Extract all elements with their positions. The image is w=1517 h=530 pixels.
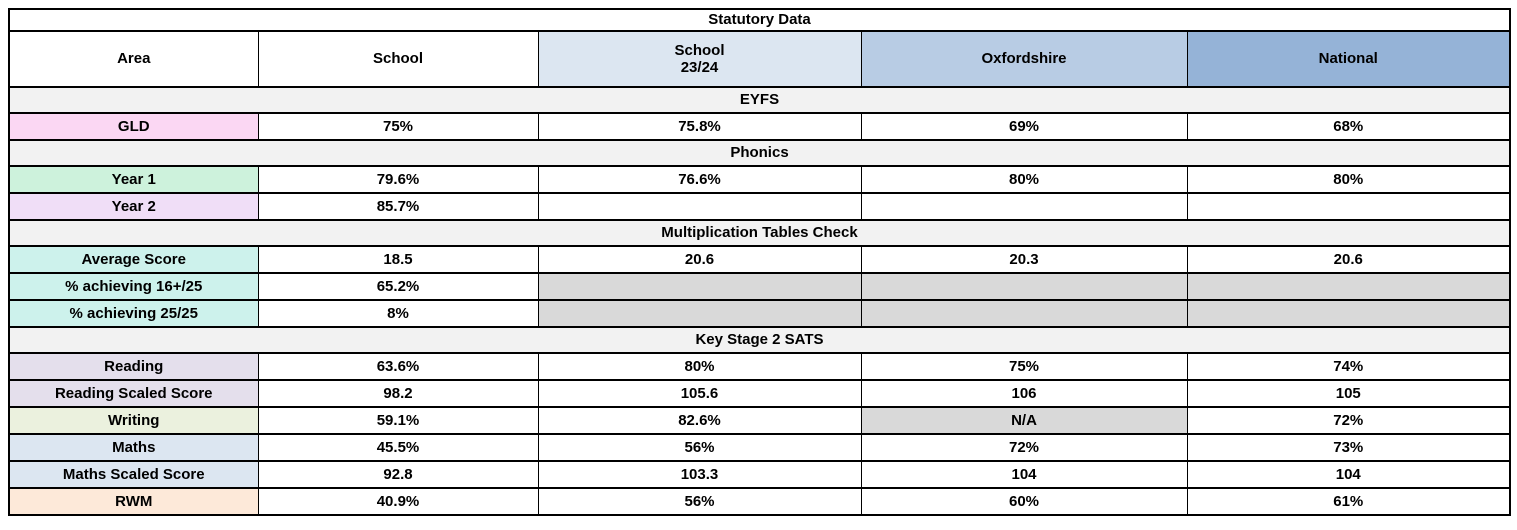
row-label-maths-scaled-score: Maths Scaled Score	[8, 460, 259, 489]
data-cell	[860, 272, 1188, 301]
data-cell: 40.9%	[257, 487, 539, 516]
table-row-achieving-16-25: % achieving 16+/25 65.2%	[8, 272, 1511, 301]
row-label-achieving-25-25: % achieving 25/25	[8, 299, 259, 328]
section-title-eyfs: EYFS	[8, 86, 1511, 114]
column-header-oxfordshire: Oxfordshire	[860, 30, 1188, 88]
row-label-reading: Reading	[8, 352, 259, 381]
statutory-data-table: Statutory Data Area School School 23/24 Oxf…	[8, 8, 1511, 516]
data-cell: 92.8	[257, 460, 539, 489]
column-header-area: Area	[8, 30, 259, 88]
data-cell: 8%	[257, 299, 539, 328]
table-row-year-2: Year 2 85.7%	[8, 192, 1511, 221]
table-row-achieving-25-25: % achieving 25/25 8%	[8, 299, 1511, 328]
row-label-year-2: Year 2	[8, 192, 259, 221]
data-cell: 98.2	[257, 379, 539, 408]
data-cell: 80%	[537, 352, 862, 381]
data-cell: 82.6%	[537, 406, 862, 435]
data-cell: 106	[860, 379, 1188, 408]
row-label-reading-scaled-score: Reading Scaled Score	[8, 379, 259, 408]
data-cell: 75.8%	[537, 112, 862, 141]
data-cell: 56%	[537, 433, 862, 462]
section-title-key-stage-2-sats: Key Stage 2 SATS	[8, 326, 1511, 354]
column-header-school: School	[257, 30, 539, 88]
data-cell	[860, 299, 1188, 328]
data-cell: 61%	[1186, 487, 1511, 516]
section-row-phonics: Phonics	[8, 139, 1511, 167]
data-cell: 104	[860, 460, 1188, 489]
data-cell: 20.6	[1186, 245, 1511, 274]
data-cell	[1186, 299, 1511, 328]
data-cell: 104	[1186, 460, 1511, 489]
data-cell: 79.6%	[257, 165, 539, 194]
data-cell	[1186, 272, 1511, 301]
row-label-achieving-16-25: % achieving 16+/25	[8, 272, 259, 301]
table-title: Statutory Data	[8, 8, 1511, 32]
data-cell: 56%	[537, 487, 862, 516]
data-cell: 103.3	[537, 460, 862, 489]
data-cell: 60%	[860, 487, 1188, 516]
table-row-reading-scaled-score: Reading Scaled Score 98.2 105.6 106 105	[8, 379, 1511, 408]
row-label-writing: Writing	[8, 406, 259, 435]
section-title-phonics: Phonics	[8, 139, 1511, 167]
data-cell: 75%	[860, 352, 1188, 381]
data-cell: 63.6%	[257, 352, 539, 381]
data-cell: 20.3	[860, 245, 1188, 274]
row-label-rwm: RWM	[8, 487, 259, 516]
row-label-year-1: Year 1	[8, 165, 259, 194]
data-cell: 105	[1186, 379, 1511, 408]
section-title-multiplication-tables-check: Multiplication Tables Check	[8, 219, 1511, 247]
data-cell: 18.5	[257, 245, 539, 274]
data-cell: 72%	[860, 433, 1188, 462]
table-title-row: Statutory Data	[8, 8, 1511, 32]
data-cell	[537, 192, 862, 221]
data-cell	[537, 272, 862, 301]
column-header-national: National	[1186, 30, 1511, 88]
data-cell: 20.6	[537, 245, 862, 274]
data-cell: N/A	[860, 406, 1188, 435]
data-cell: 45.5%	[257, 433, 539, 462]
section-row-eyfs: EYFS	[8, 86, 1511, 114]
data-cell: 80%	[860, 165, 1188, 194]
column-header-row: Area School School 23/24 Oxfordshire Nationa…	[8, 30, 1511, 88]
column-header-school-23-24: School 23/24	[537, 30, 862, 88]
table-row-maths-scaled-score: Maths Scaled Score 92.8 103.3 104 104	[8, 460, 1511, 489]
section-row-multiplication-tables-check: Multiplication Tables Check	[8, 219, 1511, 247]
row-label-maths: Maths	[8, 433, 259, 462]
data-cell: 59.1%	[257, 406, 539, 435]
table-row-writing: Writing 59.1% 82.6% N/A 72%	[8, 406, 1511, 435]
data-cell	[1186, 192, 1511, 221]
data-cell: 68%	[1186, 112, 1511, 141]
data-cell: 76.6%	[537, 165, 862, 194]
data-cell	[537, 299, 862, 328]
data-cell: 80%	[1186, 165, 1511, 194]
statutory-table-body: Statutory Data Area School School 23/24 Oxf…	[8, 8, 1511, 516]
row-label-average-score: Average Score	[8, 245, 259, 274]
data-cell: 72%	[1186, 406, 1511, 435]
data-cell: 85.7%	[257, 192, 539, 221]
table-row-average-score: Average Score 18.5 20.6 20.3 20.6	[8, 245, 1511, 274]
table-row-maths: Maths 45.5% 56% 72% 73%	[8, 433, 1511, 462]
section-row-key-stage-2-sats: Key Stage 2 SATS	[8, 326, 1511, 354]
table-row-year-1: Year 1 79.6% 76.6% 80% 80%	[8, 165, 1511, 194]
table-row-gld: GLD 75% 75.8% 69% 68%	[8, 112, 1511, 141]
data-cell: 75%	[257, 112, 539, 141]
table-row-reading: Reading 63.6% 80% 75% 74%	[8, 352, 1511, 381]
data-cell: 69%	[860, 112, 1188, 141]
row-label-gld: GLD	[8, 112, 259, 141]
table-row-rwm: RWM 40.9% 56% 60% 61%	[8, 487, 1511, 516]
data-cell: 73%	[1186, 433, 1511, 462]
data-cell	[860, 192, 1188, 221]
data-cell: 105.6	[537, 379, 862, 408]
data-cell: 65.2%	[257, 272, 539, 301]
data-cell: 74%	[1186, 352, 1511, 381]
